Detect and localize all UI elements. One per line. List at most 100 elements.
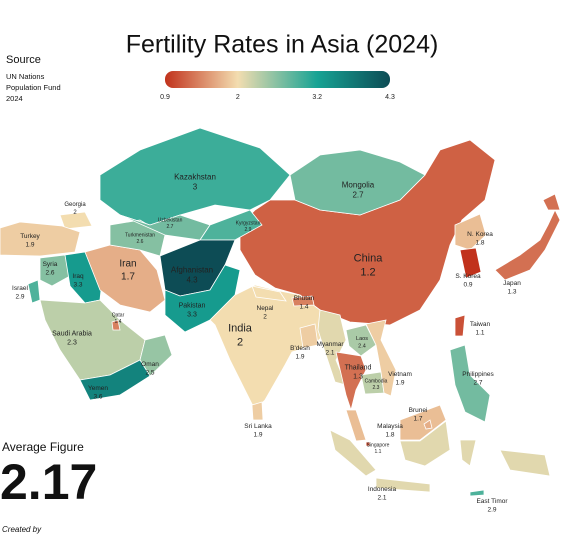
country-value: 1.1 (475, 329, 484, 336)
legend-tick-label: 2 (236, 94, 240, 101)
country-value: 2.6 (45, 269, 54, 276)
country-shape (399, 404, 447, 441)
average-value: 2.17 (0, 454, 97, 510)
country-value: 1.3 (507, 288, 516, 295)
country-value: 4.3 (186, 276, 198, 285)
source-line: Population Fund (6, 83, 61, 92)
country-value: 2 (263, 313, 267, 320)
country-value: 3 (193, 183, 198, 192)
country-name: B'desh (290, 345, 310, 352)
country-value: 1.7 (121, 272, 135, 283)
country-shape (0, 221, 81, 257)
country-name: Iran (119, 259, 136, 270)
country-name: Mongolia (342, 180, 375, 189)
country-name: Georgia (64, 202, 86, 208)
country-shape (27, 279, 41, 304)
country-value: 1.3 (353, 374, 363, 381)
country-name: Iraq (72, 273, 84, 280)
country-value: 1.9 (253, 431, 262, 438)
country-value: 1.9 (25, 241, 34, 248)
country-value: 2.4 (358, 343, 366, 349)
country-value: 1.4 (115, 319, 122, 325)
country-shape (335, 351, 367, 412)
country-name: Pakistan (179, 303, 206, 310)
country-shape (251, 401, 264, 421)
country-value: 1.8 (385, 431, 394, 438)
country-name: Yemen (88, 385, 108, 392)
country-shape (399, 420, 451, 467)
country-shape (59, 211, 93, 230)
country-shape (454, 314, 466, 337)
country-name: Japan (503, 280, 521, 287)
country-shape (345, 324, 377, 357)
country-shape (365, 319, 397, 397)
country-shape (251, 285, 287, 302)
country-name: Sri Lanka (244, 423, 272, 430)
country-value: 2 (237, 337, 243, 349)
country-name: Brunei (409, 407, 428, 414)
country-name: Kazakhstan (174, 172, 216, 181)
country-value: 2.9 (487, 506, 496, 513)
source-line: 2024 (6, 94, 23, 103)
country-name: Philippines (462, 371, 494, 378)
country-shape (111, 319, 121, 331)
country-value: 1.8 (475, 239, 484, 246)
legend-tick-label: 4.3 (385, 94, 395, 101)
country-value: 0.9 (463, 281, 472, 288)
country-name: N. Korea (467, 231, 493, 238)
country-name: Indonesia (368, 486, 397, 493)
legend-ticks: 0.9 2 3.2 4.3 (160, 94, 395, 101)
title: Fertility Rates in Asia (2024) (126, 31, 439, 59)
country-name: Thailand (345, 365, 372, 372)
country-shape (329, 429, 377, 477)
source-heading: Source (6, 54, 41, 66)
country-name: Afghanistan (171, 265, 213, 274)
country-name: India (228, 322, 253, 334)
country-value: 2.7 (473, 379, 482, 386)
country-shape (542, 193, 561, 211)
source-line: UN Nations (6, 72, 45, 81)
country-value: 1.2 (360, 267, 375, 279)
country-labels: China 1.2 Kazakhstan 3 Mongolia 2.7 Georgia 2 Tu… (12, 172, 521, 513)
country-shape (199, 209, 263, 241)
country-name: Laos (356, 336, 368, 342)
country-shape (209, 284, 331, 411)
country-shape (365, 441, 371, 447)
country-shape (449, 344, 491, 423)
country-value: 2.6 (137, 239, 144, 245)
country-name: Syria (43, 261, 58, 268)
country-value: 2.3 (373, 385, 380, 391)
country-shape (469, 489, 485, 497)
country-name: Kyrgyzstan (236, 220, 261, 226)
country-name: Qatar (112, 312, 125, 318)
country-shape (375, 477, 431, 493)
country-shape (454, 213, 487, 251)
country-name: Vietnam (388, 371, 412, 378)
country-shape (423, 419, 433, 430)
credit: Created by (2, 525, 42, 534)
country-name: Israel (12, 285, 28, 292)
country-shape (164, 264, 241, 333)
country-name: China (354, 252, 384, 264)
country-value: 2.5 (145, 369, 154, 376)
country-shape (289, 149, 426, 216)
country-name: Cambodia (365, 378, 388, 384)
country-name: Uzbekistan (158, 217, 183, 223)
country-shape (39, 254, 71, 287)
country-value: 2 (73, 210, 77, 216)
country-value: 1.1 (375, 449, 382, 455)
country-value: 1.7 (413, 415, 422, 422)
country-value: 3.3 (73, 281, 82, 288)
legend-tick-label: 0.9 (160, 94, 170, 101)
country-value: 2.3 (67, 340, 77, 347)
country-value: 3.6 (93, 393, 102, 400)
country-name: Bhutan (294, 295, 315, 302)
country-value: 2.1 (377, 494, 386, 501)
country-value: 1.4 (299, 303, 308, 310)
country-name: Turkmenistan (125, 232, 155, 238)
country-shape (299, 323, 319, 349)
country-shape (494, 209, 561, 281)
country-name: S. Korea (455, 273, 481, 280)
country-value: 2.9 (245, 227, 252, 233)
